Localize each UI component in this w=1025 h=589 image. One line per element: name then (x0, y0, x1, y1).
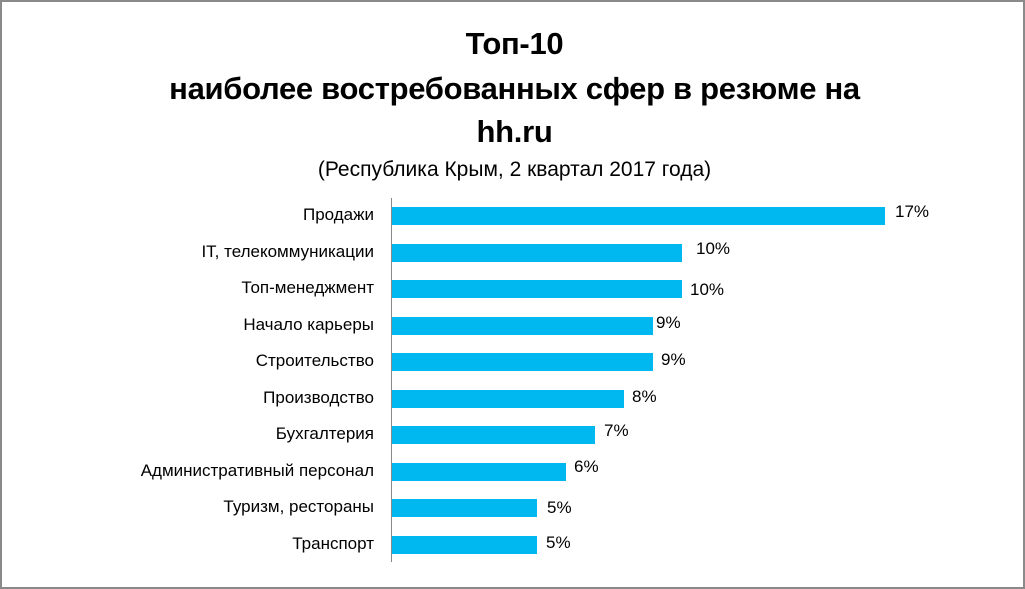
value-label: 9% (661, 350, 686, 369)
category-label: IT, телекоммуникации (201, 241, 374, 261)
chart-title-line-2: наиболее востребованных сфер в резюме на (169, 71, 860, 106)
category-label: Строительство (255, 351, 374, 370)
chart-title-line-1: Топ-10 (465, 26, 564, 61)
bar-row: Строительство 9% (2, 350, 1025, 371)
bar-row: Начало карьеры 9% (2, 313, 1025, 335)
value-label: 5% (547, 498, 572, 517)
bar-row: Топ-менеджмент 10% (2, 278, 1025, 299)
bar-row: Продажи 17% (2, 202, 1025, 225)
bar-row: Туризм, рестораны 5% (2, 497, 1025, 517)
value-label: 17% (895, 202, 930, 221)
bar (392, 243, 682, 262)
value-label: 10% (690, 280, 725, 299)
bar (392, 426, 595, 444)
value-label: 5% (546, 532, 571, 552)
bar (392, 280, 682, 298)
category-label: Административный персонал (140, 460, 374, 480)
bar (392, 316, 653, 335)
value-label: 9% (656, 312, 681, 332)
category-label: Топ-менеджмент (241, 278, 374, 297)
value-label: 7% (604, 421, 629, 440)
bar-row: Административный персонал 6% (2, 457, 1025, 481)
category-label: Бухгалтерия (275, 424, 374, 443)
category-label: Продажи (303, 205, 374, 224)
category-axis-line (391, 198, 392, 562)
bar-row: Бухгалтерия 7% (2, 421, 1025, 444)
bar-row: Транспорт 5% (2, 533, 1025, 554)
bar (392, 462, 566, 481)
bar (392, 207, 885, 225)
value-label: 8% (632, 386, 657, 406)
bar (392, 353, 653, 371)
bar-row: IT, телекоммуникации 10% (2, 239, 1025, 262)
chart-subtitle: (Республика Крым, 2 квартал 2017 года) (317, 158, 712, 181)
category-label: Туризм, рестораны (223, 497, 374, 516)
chart-title-line-3: hh.ru (476, 114, 553, 149)
bar (392, 499, 537, 517)
value-label: 6% (574, 456, 599, 476)
bar (392, 535, 537, 554)
category-label: Транспорт (292, 533, 374, 553)
bar (392, 389, 624, 408)
value-label: 10% (696, 238, 731, 258)
category-label: Производство (263, 387, 374, 407)
category-label: Начало карьеры (243, 314, 374, 334)
bar-row: Производство 8% (2, 387, 1025, 408)
